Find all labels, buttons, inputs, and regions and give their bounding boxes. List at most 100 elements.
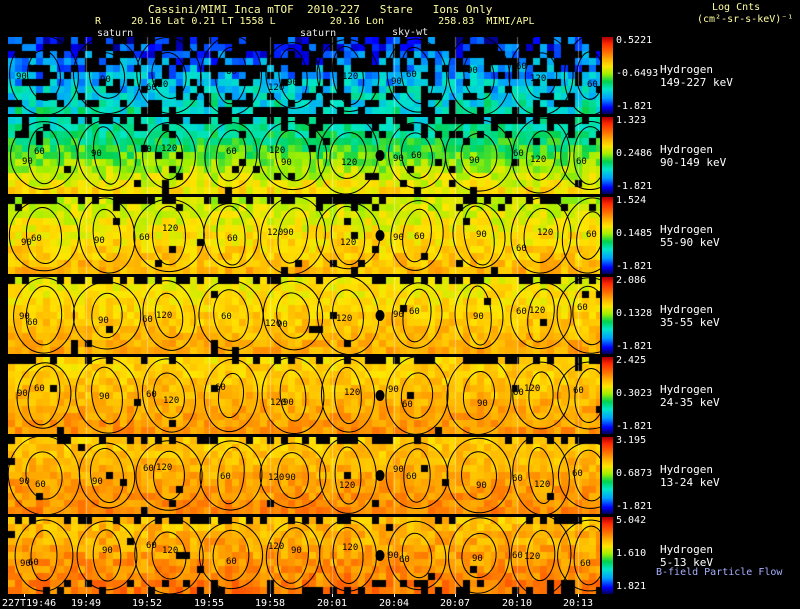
svg-text:120: 120 <box>161 144 177 154</box>
svg-text:90: 90 <box>22 157 33 167</box>
x-tick-label: 19:49 <box>70 598 102 609</box>
x-tick-label: 20:10 <box>501 598 533 609</box>
svg-text:90: 90 <box>477 399 488 409</box>
svg-text:90: 90 <box>391 77 402 87</box>
svg-text:60: 60 <box>226 557 237 567</box>
colorbar-gradient <box>602 197 613 274</box>
panel-hydrogen-5-13-kev: 60 90 90 120 60 60 90 120 120 60 90 90 120 60 60 5.042… <box>8 515 800 594</box>
x-axis-tick <box>455 594 457 597</box>
svg-text:120: 120 <box>268 473 284 483</box>
x-axis-tick <box>208 594 210 597</box>
energy-range-label: 5-13 keV <box>660 555 713 569</box>
svg-text:90: 90 <box>100 75 111 85</box>
svg-text:90: 90 <box>472 554 483 564</box>
svg-text:60: 60 <box>409 307 420 317</box>
svg-text:90: 90 <box>469 156 480 166</box>
x-tick-label: 19:55 <box>193 598 225 609</box>
colorbar-max-value: 1.323 <box>616 115 647 126</box>
svg-text:120: 120 <box>344 388 360 398</box>
svg-text:60: 60 <box>516 62 527 72</box>
energy-channel-label: Hydrogen 55-90 keV <box>660 223 720 249</box>
colorbar-max-value: 5.042 <box>616 515 647 526</box>
svg-text:120: 120 <box>534 480 550 490</box>
colorbar-gradient <box>602 357 613 434</box>
svg-text:60: 60 <box>28 558 39 568</box>
svg-text:120: 120 <box>152 80 168 90</box>
svg-text:60: 60 <box>27 318 38 328</box>
svg-text:90: 90 <box>393 233 404 243</box>
svg-text:120: 120 <box>268 83 284 93</box>
colorbar-max-value: 1.524 <box>616 195 647 206</box>
species-label: Hydrogen <box>660 222 713 236</box>
svg-text:90: 90 <box>285 473 296 483</box>
energy-channel-label: Hydrogen 13-24 keV <box>660 463 720 489</box>
svg-text:120: 120 <box>162 546 178 556</box>
colorbar-max-value: 2.425 <box>616 355 647 366</box>
panel-hydrogen-149-227-kev: 60 90 90 120 60 60 90 120 120 60 90 90 120 60 60 0.522… <box>8 35 800 114</box>
x-tick-label: 19:52 <box>131 598 163 609</box>
x-axis-tick <box>393 594 395 597</box>
svg-text:90: 90 <box>99 392 110 402</box>
svg-text:60: 60 <box>411 151 422 161</box>
svg-text:60: 60 <box>516 307 527 317</box>
panel-hydrogen-55-90-kev: 60 90 90 120 60 60 90 120 120 60 90 90 120 60 60 1.524… <box>8 195 800 274</box>
svg-text:60: 60 <box>27 64 38 74</box>
svg-text:90: 90 <box>102 546 113 556</box>
species-label: Hydrogen <box>660 142 713 156</box>
svg-text:90: 90 <box>476 230 487 240</box>
colorbar-mid-value: 0.1485 <box>616 228 653 239</box>
ephemeris-line: R 20.16 Lat 0.21 LT 1558 L 20.16 Lon 258… <box>95 16 535 27</box>
svg-text:120: 120 <box>268 542 284 552</box>
svg-text:90: 90 <box>393 465 404 475</box>
svg-text:60: 60 <box>34 384 45 394</box>
species-label: Hydrogen <box>660 302 713 316</box>
x-tick-label: 20:01 <box>316 598 348 609</box>
x-axis-tick <box>516 594 518 597</box>
x-tick-label: 20:13 <box>562 598 594 609</box>
svg-text:60: 60 <box>399 555 410 565</box>
species-label: Hydrogen <box>660 542 713 556</box>
svg-text:90: 90 <box>20 559 31 569</box>
svg-text:60: 60 <box>572 469 583 479</box>
species-label: Hydrogen <box>660 462 713 476</box>
panel-hydrogen-13-24-kev: 60 90 90 120 60 60 90 120 120 60 90 90 120 60 60 3.195… <box>8 435 800 514</box>
x-tick-label: 20:04 <box>378 598 410 609</box>
svg-text:90: 90 <box>393 154 404 164</box>
energy-channel-label: Hydrogen 24-35 keV <box>660 383 720 409</box>
svg-text:90: 90 <box>287 78 298 88</box>
svg-text:120: 120 <box>269 146 285 156</box>
spectrogram-heatmap <box>8 277 600 354</box>
energy-channel-label: Hydrogen 90-149 keV <box>660 143 726 169</box>
colorbar-min-value: -1.821 <box>616 181 653 192</box>
svg-text:90: 90 <box>277 320 288 330</box>
svg-text:60: 60 <box>576 157 587 167</box>
svg-text:60: 60 <box>143 464 154 474</box>
colorbar-max-value: 2.086 <box>616 275 647 286</box>
colorbar-min-value: -1.821 <box>616 421 653 432</box>
x-axis-tick <box>270 594 272 597</box>
svg-text:60: 60 <box>227 234 238 244</box>
colorbar-mid-value: -0.6493 <box>616 68 659 79</box>
svg-text:60: 60 <box>402 400 413 410</box>
svg-text:90: 90 <box>16 72 27 82</box>
svg-text:60: 60 <box>139 233 150 243</box>
svg-text:60: 60 <box>221 312 232 322</box>
svg-text:60: 60 <box>34 147 45 157</box>
svg-text:90: 90 <box>98 316 109 326</box>
svg-text:120: 120 <box>537 228 553 238</box>
svg-text:60: 60 <box>512 551 523 561</box>
svg-text:60: 60 <box>587 80 598 90</box>
svg-text:60: 60 <box>513 149 524 159</box>
energy-range-label: 90-149 keV <box>660 155 727 169</box>
bfield-particle-flow-note: B-field Particle Flow <box>656 567 783 578</box>
energy-channel-label: Hydrogen 149-227 keV <box>660 63 733 89</box>
svg-text:90: 90 <box>94 236 105 246</box>
svg-text:120: 120 <box>530 74 546 84</box>
svg-text:120: 120 <box>163 396 179 406</box>
colorbar-mid-value: 1.610 <box>616 548 647 559</box>
x-axis-tick <box>332 594 333 597</box>
colorbar-min-value: -1.821 <box>616 501 653 512</box>
colorbar-min-value: 1.821 <box>616 581 647 592</box>
